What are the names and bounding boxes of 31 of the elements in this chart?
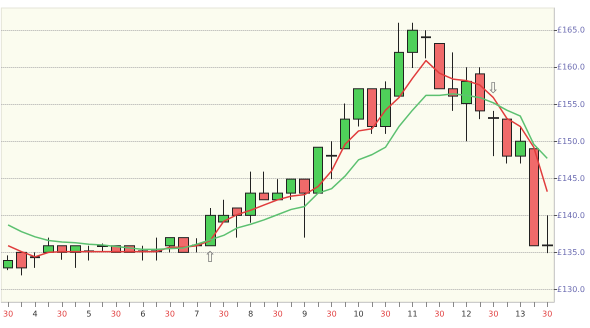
x-tick-label: 11: [407, 310, 418, 318]
x-tick-label: 10: [353, 310, 364, 318]
x-tick-label: 30: [326, 310, 337, 318]
y-tick-label: £150.0: [557, 136, 585, 146]
x-tick-label: 30: [488, 310, 498, 318]
y-tick-label: £145.0: [557, 174, 585, 183]
y-tick-label: £155.0: [557, 100, 585, 109]
x-tick-label: 30: [272, 310, 283, 318]
x-tick-label: 13: [515, 310, 526, 318]
x-tick-label: 30: [56, 310, 68, 318]
annotation: ⇧: [204, 248, 216, 266]
x-tick-label: 30: [164, 310, 175, 318]
x-tick-label: 30: [110, 310, 122, 318]
x-tick-label: 4: [32, 310, 38, 318]
y-tick-label: £160.0: [557, 62, 585, 72]
x-tick-label: 8: [248, 310, 254, 318]
y-tick-label: £140.0: [557, 210, 585, 220]
annotation: ⇩: [486, 78, 500, 97]
x-tick-label: 7: [194, 310, 200, 318]
x-tick-label: 30: [434, 310, 445, 318]
x-tick-label: 30: [218, 310, 229, 318]
y-tick-label: £135.0: [557, 248, 585, 257]
x-tick-label: 12: [461, 310, 472, 318]
y-tick-label: £165.0: [557, 26, 585, 35]
x-tick-label: 30: [2, 310, 14, 318]
x-tick-label: 30: [380, 310, 391, 318]
x-tick-label: 30: [542, 310, 552, 318]
y-tick-label: £130.0: [557, 284, 585, 294]
x-tick-label: 9: [302, 310, 308, 318]
x-tick-label: 6: [140, 310, 146, 318]
x-tick-label: 5: [86, 310, 92, 318]
